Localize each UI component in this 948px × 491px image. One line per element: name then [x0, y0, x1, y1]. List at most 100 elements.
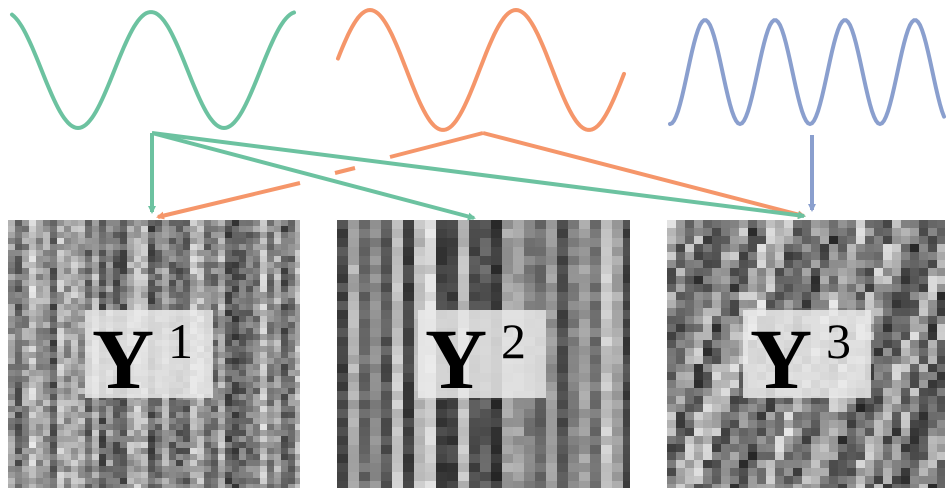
texture-cell — [64, 346, 71, 352]
texture-cell — [176, 280, 183, 286]
texture-cell — [337, 220, 348, 229]
texture-cell — [155, 484, 162, 488]
texture-cell — [64, 412, 71, 418]
texture-cell — [590, 355, 601, 364]
texture-cell — [937, 228, 945, 236]
texture-cell — [43, 382, 50, 388]
texture-cell — [253, 328, 260, 334]
texture-cell — [120, 280, 127, 286]
texture-cell — [601, 355, 612, 364]
texture-cell — [85, 262, 92, 268]
texture-cell — [403, 445, 414, 454]
texture-cell — [148, 268, 155, 274]
texture-cell — [204, 262, 211, 268]
texture-cell — [775, 428, 784, 436]
texture-cell — [694, 412, 703, 420]
texture-cell — [381, 454, 392, 463]
texture-cell — [513, 247, 524, 256]
texture-cell — [225, 328, 232, 334]
texture-cell — [535, 436, 546, 445]
texture-cell — [22, 424, 29, 430]
texture-cell — [370, 445, 381, 454]
texture-cell — [8, 436, 15, 442]
texture-cell — [260, 394, 267, 400]
texture-cell — [232, 316, 239, 322]
texture-cell — [703, 356, 712, 364]
texture-cell — [425, 436, 436, 445]
texture-cell — [239, 484, 246, 488]
texture-cell — [502, 220, 513, 229]
texture-cell — [253, 478, 260, 484]
texture-cell — [919, 316, 928, 324]
texture-cell — [757, 300, 766, 308]
texture-cell — [204, 430, 211, 436]
texture-cell — [847, 420, 856, 428]
texture-cell — [260, 430, 267, 436]
texture-cell — [120, 442, 127, 448]
texture-cell — [601, 481, 612, 488]
texture-cell — [239, 424, 246, 430]
texture-cell — [901, 252, 910, 260]
texture-cell — [295, 310, 300, 316]
texture-cell — [218, 430, 225, 436]
texture-cell — [910, 412, 919, 420]
texture-cell — [295, 286, 300, 292]
texture-cell — [274, 388, 281, 394]
texture-cell — [50, 298, 57, 304]
texture-cell — [480, 481, 491, 488]
texture-cell — [910, 244, 919, 252]
texture-cell — [623, 319, 630, 328]
texture-cell — [148, 418, 155, 424]
texture-cell — [99, 262, 106, 268]
texture-cell — [148, 436, 155, 442]
texture-cell — [739, 476, 748, 484]
texture-cell — [811, 252, 820, 260]
texture-cell — [260, 286, 267, 292]
texture-cell — [874, 284, 883, 292]
texture-cell — [288, 334, 295, 340]
texture-cell — [557, 247, 568, 256]
texture-cell — [865, 300, 874, 308]
texture-cell — [162, 454, 169, 460]
texture-cell — [403, 238, 414, 247]
texture-cell — [113, 220, 120, 226]
texture-cell — [197, 406, 204, 412]
texture-cell — [106, 268, 113, 274]
texture-cell — [348, 256, 359, 265]
texture-cell — [748, 412, 757, 420]
texture-cell — [590, 427, 601, 436]
texture-cell — [127, 466, 134, 472]
texture-cell — [667, 372, 676, 380]
texture-cell — [403, 409, 414, 418]
texture-cell — [246, 466, 253, 472]
texture-cell — [623, 337, 630, 346]
texture-cell — [910, 220, 919, 228]
texture-cell — [757, 476, 766, 484]
texture-cell — [8, 466, 15, 472]
texture-cell — [78, 238, 85, 244]
texture-cell — [928, 236, 937, 244]
texture-cell — [288, 430, 295, 436]
texture-cell — [99, 232, 106, 238]
texture-cell — [8, 310, 15, 316]
texture-cell — [546, 436, 557, 445]
texture-cell — [267, 250, 274, 256]
texture-cell — [120, 250, 127, 256]
texture-cell — [910, 228, 919, 236]
texture-cell — [883, 324, 892, 332]
texture-cell — [253, 394, 260, 400]
texture-cell — [928, 252, 937, 260]
texture-cell — [910, 284, 919, 292]
texture-cell — [211, 484, 218, 488]
texture-cell — [425, 481, 436, 488]
texture-cell — [667, 364, 676, 372]
texture-cell — [403, 283, 414, 292]
texture-cell — [29, 382, 36, 388]
texture-cell — [127, 298, 134, 304]
texture-cell — [403, 256, 414, 265]
label-superscript: 2 — [501, 313, 526, 369]
texture-cell — [568, 337, 579, 346]
texture-cell — [267, 346, 274, 352]
texture-cell — [29, 250, 36, 256]
texture-cell — [612, 373, 623, 382]
